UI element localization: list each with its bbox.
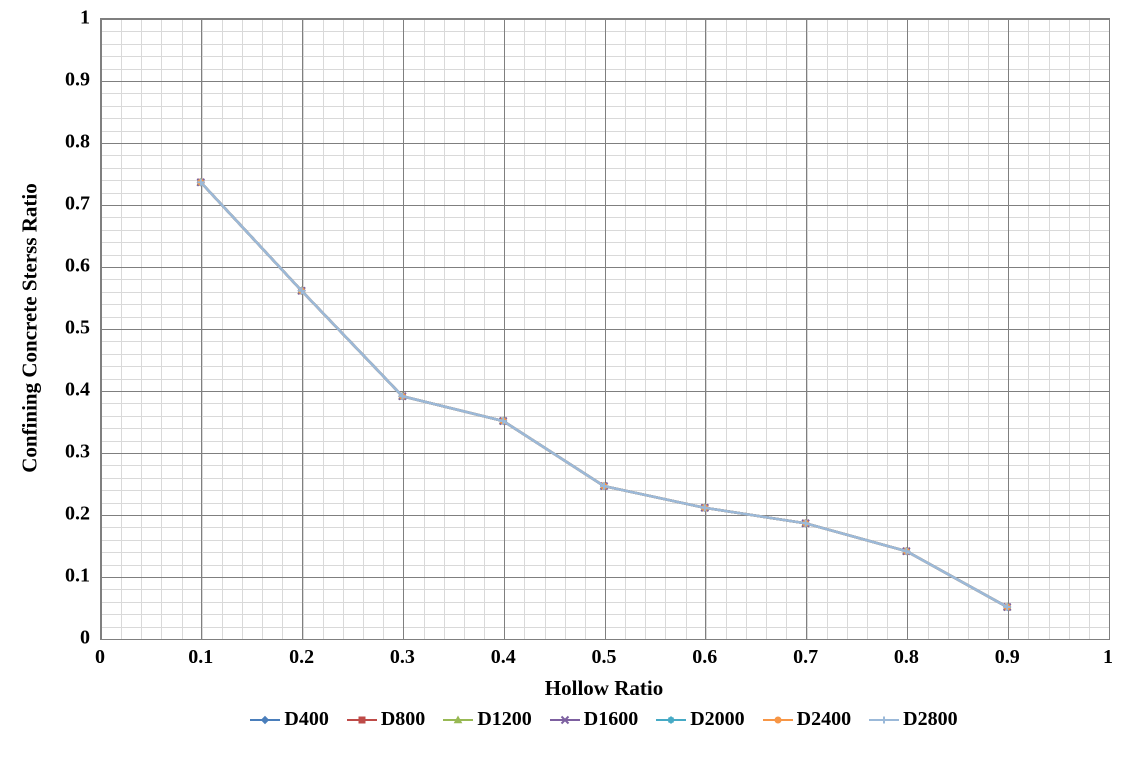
legend-item: D1200 — [443, 708, 531, 731]
series-line — [201, 182, 1007, 607]
legend-swatch — [763, 712, 793, 728]
legend-swatch — [347, 712, 377, 728]
x-tick-label: 0 — [95, 646, 105, 669]
chart-container: Hollow Ratio Confining Concrete Sterss R… — [0, 0, 1136, 764]
legend-swatch — [443, 712, 473, 728]
x-tick-label: 0.7 — [793, 646, 818, 669]
series-line — [201, 182, 1007, 607]
legend-swatch — [869, 712, 899, 728]
legend-item: D2000 — [656, 708, 744, 731]
legend-label: D800 — [381, 708, 425, 731]
y-tick-label: 0.6 — [65, 255, 90, 278]
y-tick-label: 1 — [80, 7, 90, 30]
series-line — [201, 182, 1007, 607]
x-tick-label: 0.6 — [692, 646, 717, 669]
legend-item: D2400 — [763, 708, 851, 731]
legend-swatch — [250, 712, 280, 728]
x-axis-title: Hollow Ratio — [545, 676, 663, 701]
y-tick-label: 0.9 — [65, 69, 90, 92]
legend-label: D1200 — [477, 708, 531, 731]
series-line — [201, 182, 1007, 607]
x-tick-label: 1 — [1103, 646, 1113, 669]
legend-item: D400 — [250, 708, 328, 731]
y-axis-title: Confining Concrete Sterss Ratio — [18, 183, 43, 473]
x-tick-label: 0.1 — [188, 646, 213, 669]
x-tick-label: 0.8 — [894, 646, 919, 669]
legend-item: D2800 — [869, 708, 957, 731]
y-tick-label: 0.5 — [65, 317, 90, 340]
legend-label: D400 — [284, 708, 328, 731]
legend: D400 D800 D1200 D1600 D2000 D2400 D2800 — [100, 708, 1108, 731]
series-line — [201, 182, 1007, 607]
y-tick-label: 0 — [80, 627, 90, 650]
x-tick-label: 0.3 — [390, 646, 415, 669]
y-tick-label: 0.7 — [65, 193, 90, 216]
y-tick-label: 0.3 — [65, 441, 90, 464]
x-tick-label: 0.4 — [491, 646, 516, 669]
legend-item: D1600 — [550, 708, 638, 731]
legend-label: D2800 — [903, 708, 957, 731]
legend-label: D2400 — [797, 708, 851, 731]
y-tick-label: 0.8 — [65, 131, 90, 154]
y-tick-label: 0.4 — [65, 379, 90, 402]
y-tick-label: 0.2 — [65, 503, 90, 526]
legend-label: D2000 — [690, 708, 744, 731]
legend-item: D800 — [347, 708, 425, 731]
x-tick-label: 0.5 — [592, 646, 617, 669]
legend-swatch — [656, 712, 686, 728]
x-tick-label: 0.9 — [995, 646, 1020, 669]
plot-svg — [0, 0, 1136, 764]
series-line — [201, 182, 1007, 607]
series-line — [201, 182, 1007, 607]
legend-swatch — [550, 712, 580, 728]
legend-label: D1600 — [584, 708, 638, 731]
y-tick-label: 0.1 — [65, 565, 90, 588]
x-tick-label: 0.2 — [289, 646, 314, 669]
